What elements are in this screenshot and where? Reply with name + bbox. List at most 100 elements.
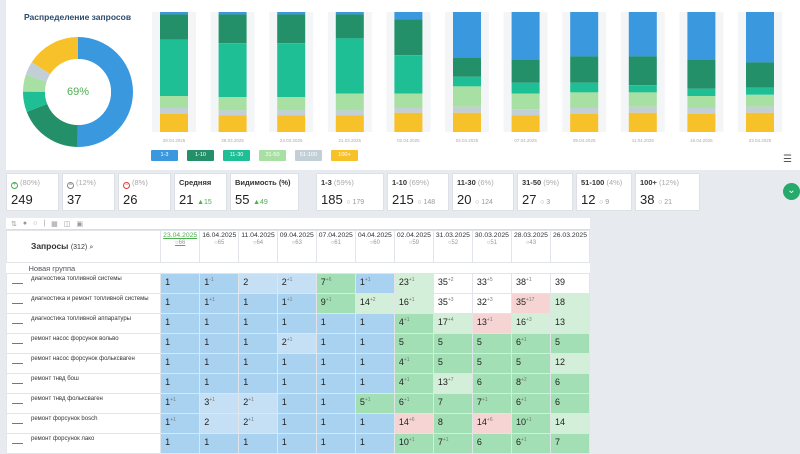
position-cell[interactable]: 1-1 [199, 273, 240, 294]
position-cell[interactable]: 4+1 [393, 353, 434, 374]
table-row[interactable]: ремонт насос форсунок вольво 1 1 1 2+1 1 1 5 5 5 6… [6, 333, 590, 354]
position-cell[interactable]: 16+3 [510, 313, 551, 334]
chevron-down-icon[interactable]: ⌄ [783, 183, 800, 200]
bar-segment[interactable] [277, 43, 306, 98]
bar-segment[interactable] [277, 110, 306, 116]
stat-card[interactable]: 51-100 (4%) 12 ○ 9 [576, 173, 632, 211]
bar-segment[interactable] [335, 93, 364, 111]
table-row[interactable]: ремонт форсунок bosch 1+1 2 2+1 1 1 1 14+6 8 14+6… [6, 413, 590, 434]
position-cell[interactable]: 5 [510, 353, 551, 374]
position-cell[interactable]: 1 [354, 333, 395, 354]
position-cell[interactable]: 6 [471, 433, 512, 454]
position-cell[interactable]: 1 [354, 433, 395, 454]
bar-segment[interactable] [335, 12, 364, 15]
stat-card[interactable]: 100+ (12%) 38 ○ 21 [635, 173, 700, 211]
bar-segment[interactable] [746, 12, 774, 63]
drag-handle-icon[interactable] [12, 423, 23, 424]
bar-segment[interactable] [687, 88, 716, 96]
bar-segment[interactable] [511, 12, 540, 60]
bar-segment[interactable] [160, 14, 188, 40]
stat-card[interactable]: = (12%) 37 [62, 173, 115, 211]
position-cell[interactable]: 1 [276, 373, 317, 394]
legend-item[interactable]: 100+ [331, 150, 358, 161]
position-cell[interactable]: 13+1 [471, 313, 512, 334]
query-cell[interactable]: ремонт тнвд бош [6, 373, 162, 394]
position-cell[interactable]: 1 [238, 353, 278, 374]
position-cell[interactable]: 1 [276, 413, 317, 434]
position-cell[interactable]: 18 [549, 293, 590, 314]
position-cell[interactable]: 1 [160, 273, 201, 294]
stat-card[interactable]: 1-10 (69%) 215 ○ 148 [387, 173, 449, 211]
bar-segment[interactable] [453, 112, 481, 132]
query-cell[interactable]: ремонт насос форсунок вольво [6, 333, 162, 354]
bar-segment[interactable] [687, 60, 716, 89]
bar-segment[interactable] [628, 106, 657, 113]
position-cell[interactable]: 1+1 [276, 293, 317, 314]
position-cell[interactable]: 1 [354, 373, 395, 394]
position-cell[interactable]: 5+1 [354, 393, 395, 414]
bar-segment[interactable] [570, 92, 599, 108]
bar-segment[interactable] [628, 56, 657, 86]
position-cell[interactable]: 9+1 [315, 293, 356, 314]
position-cell[interactable]: 5 [549, 333, 590, 354]
columns-icon[interactable]: ▦ [51, 220, 58, 228]
position-cell[interactable]: 2+1 [238, 413, 278, 434]
position-cell[interactable]: 35+17 [510, 293, 551, 314]
bar-segment[interactable] [628, 85, 657, 93]
bar-segment[interactable] [687, 114, 716, 132]
stat-card[interactable]: 31-50 (9%) 27 ○ 3 [517, 173, 573, 211]
position-cell[interactable]: 32+3 [471, 293, 512, 314]
query-cell[interactable]: ремонт форсунок лако [6, 433, 162, 454]
bar-segment[interactable] [160, 108, 188, 114]
position-cell[interactable]: 5 [432, 333, 473, 354]
position-cell[interactable]: 8+2 [510, 373, 551, 394]
position-cell[interactable]: 7+6 [315, 273, 356, 294]
date-column-header[interactable]: 28.03.2025 ○43 [510, 230, 551, 263]
position-cell[interactable]: 17+4 [432, 313, 473, 334]
position-cell[interactable]: 39 [549, 273, 590, 294]
table-row[interactable]: диагностика топливной аппаратуры 1 1 1 1 1 1 4+… [6, 313, 590, 334]
query-cell[interactable]: ремонт тнвд фольксваген [6, 393, 162, 414]
bar-segment[interactable] [394, 108, 423, 113]
position-cell[interactable]: 35+3 [432, 293, 473, 314]
drag-handle-icon[interactable] [12, 323, 23, 324]
position-cell[interactable]: 5 [471, 333, 512, 354]
bar-segment[interactable] [277, 115, 306, 132]
bar-segment[interactable] [335, 110, 364, 116]
position-cell[interactable]: 1 [354, 353, 395, 374]
position-cell[interactable]: 2 [199, 413, 240, 434]
bar-segment[interactable] [218, 110, 247, 116]
bar-segment[interactable] [570, 114, 599, 132]
bar-segment[interactable] [570, 12, 599, 57]
bar-segment[interactable] [160, 39, 188, 96]
table-row[interactable]: ремонт насос форсунок фольксваген 1 1 1 1 1 1 4… [6, 353, 590, 374]
date-column-header[interactable]: 09.04.2025 ○63 [276, 230, 317, 263]
position-cell[interactable]: 6+1 [393, 393, 434, 414]
position-cell[interactable]: 10+1 [510, 413, 551, 434]
menu-icon[interactable]: ☰ [783, 154, 792, 165]
legend-item[interactable]: 11-30 [223, 150, 250, 161]
date-column-header[interactable]: 26.03.2025 [549, 230, 590, 263]
query-cell[interactable]: ремонт форсунок bosch [6, 413, 162, 434]
bar-segment[interactable] [394, 112, 423, 132]
position-cell[interactable]: 1 [160, 293, 201, 314]
position-cell[interactable]: 1 [160, 353, 201, 374]
position-cell[interactable]: 1+1 [354, 273, 395, 294]
drag-handle-icon[interactable] [12, 343, 23, 344]
position-cell[interactable]: 1 [354, 313, 395, 334]
table-row[interactable]: диагностика и ремонт топливной системы 1 1… [6, 293, 590, 314]
position-cell[interactable]: 1 [315, 313, 356, 334]
bar-segment[interactable] [160, 114, 188, 132]
position-cell[interactable]: 33+5 [471, 273, 512, 294]
position-cell[interactable]: 5 [393, 333, 434, 354]
position-cell[interactable]: 5 [471, 353, 512, 374]
position-cell[interactable]: 1 [160, 313, 201, 334]
position-cell[interactable]: 10+1 [393, 433, 434, 454]
bar-segment[interactable] [218, 97, 247, 111]
position-cell[interactable]: 14+6 [471, 413, 512, 434]
bar-segment[interactable] [687, 108, 716, 114]
stat-card[interactable]: − (8%) 26 [118, 173, 171, 211]
table-row[interactable]: ремонт тнвд фольксваген 1+1 3+1 2+1 1 1 5+1 6+1… [6, 393, 590, 414]
position-cell[interactable]: 1 [199, 373, 240, 394]
position-cell[interactable]: 6 [471, 373, 512, 394]
